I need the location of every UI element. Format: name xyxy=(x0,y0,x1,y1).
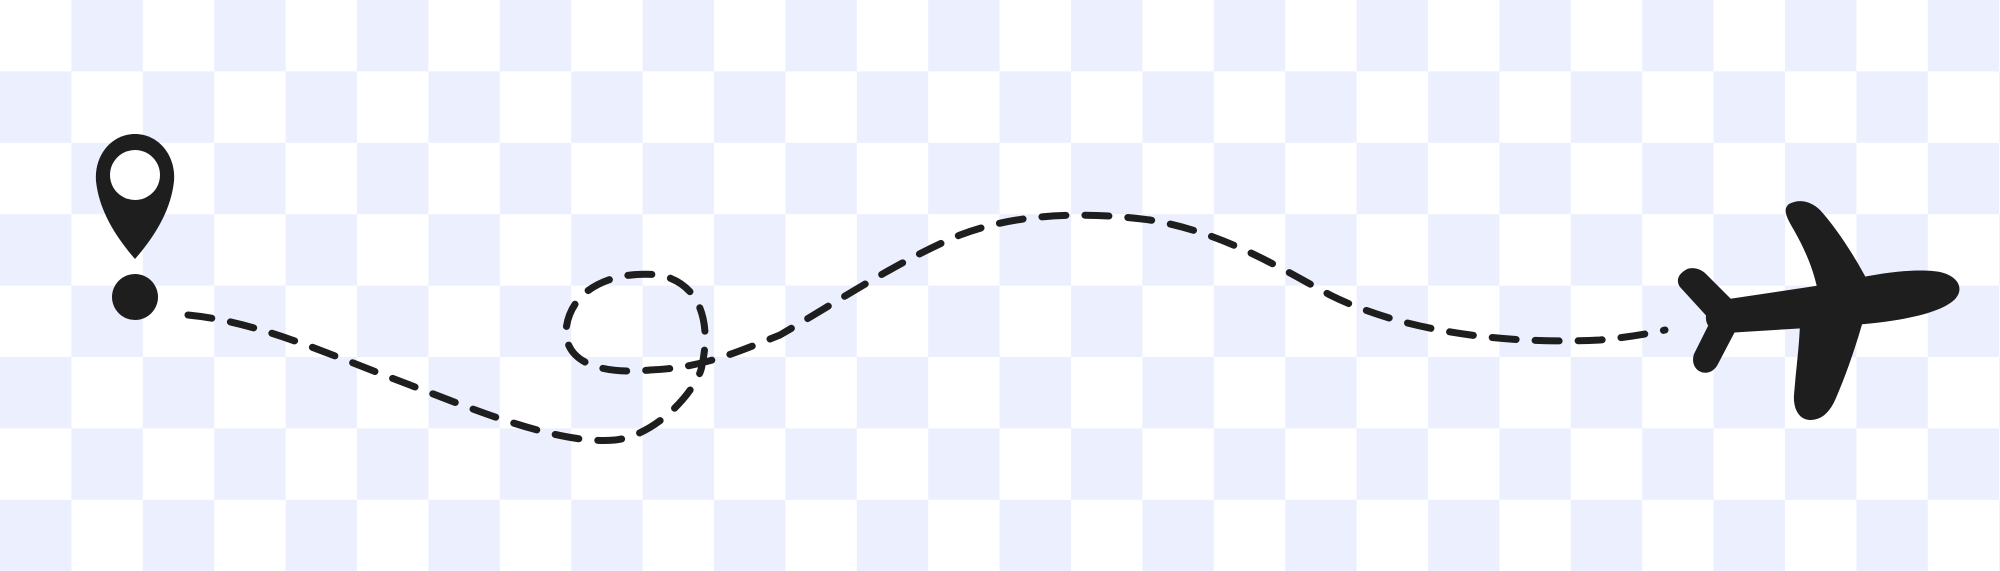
airplane-icon xyxy=(1677,201,1960,420)
map-pin-icon xyxy=(95,134,175,320)
dashed-flight-path xyxy=(184,211,1669,445)
